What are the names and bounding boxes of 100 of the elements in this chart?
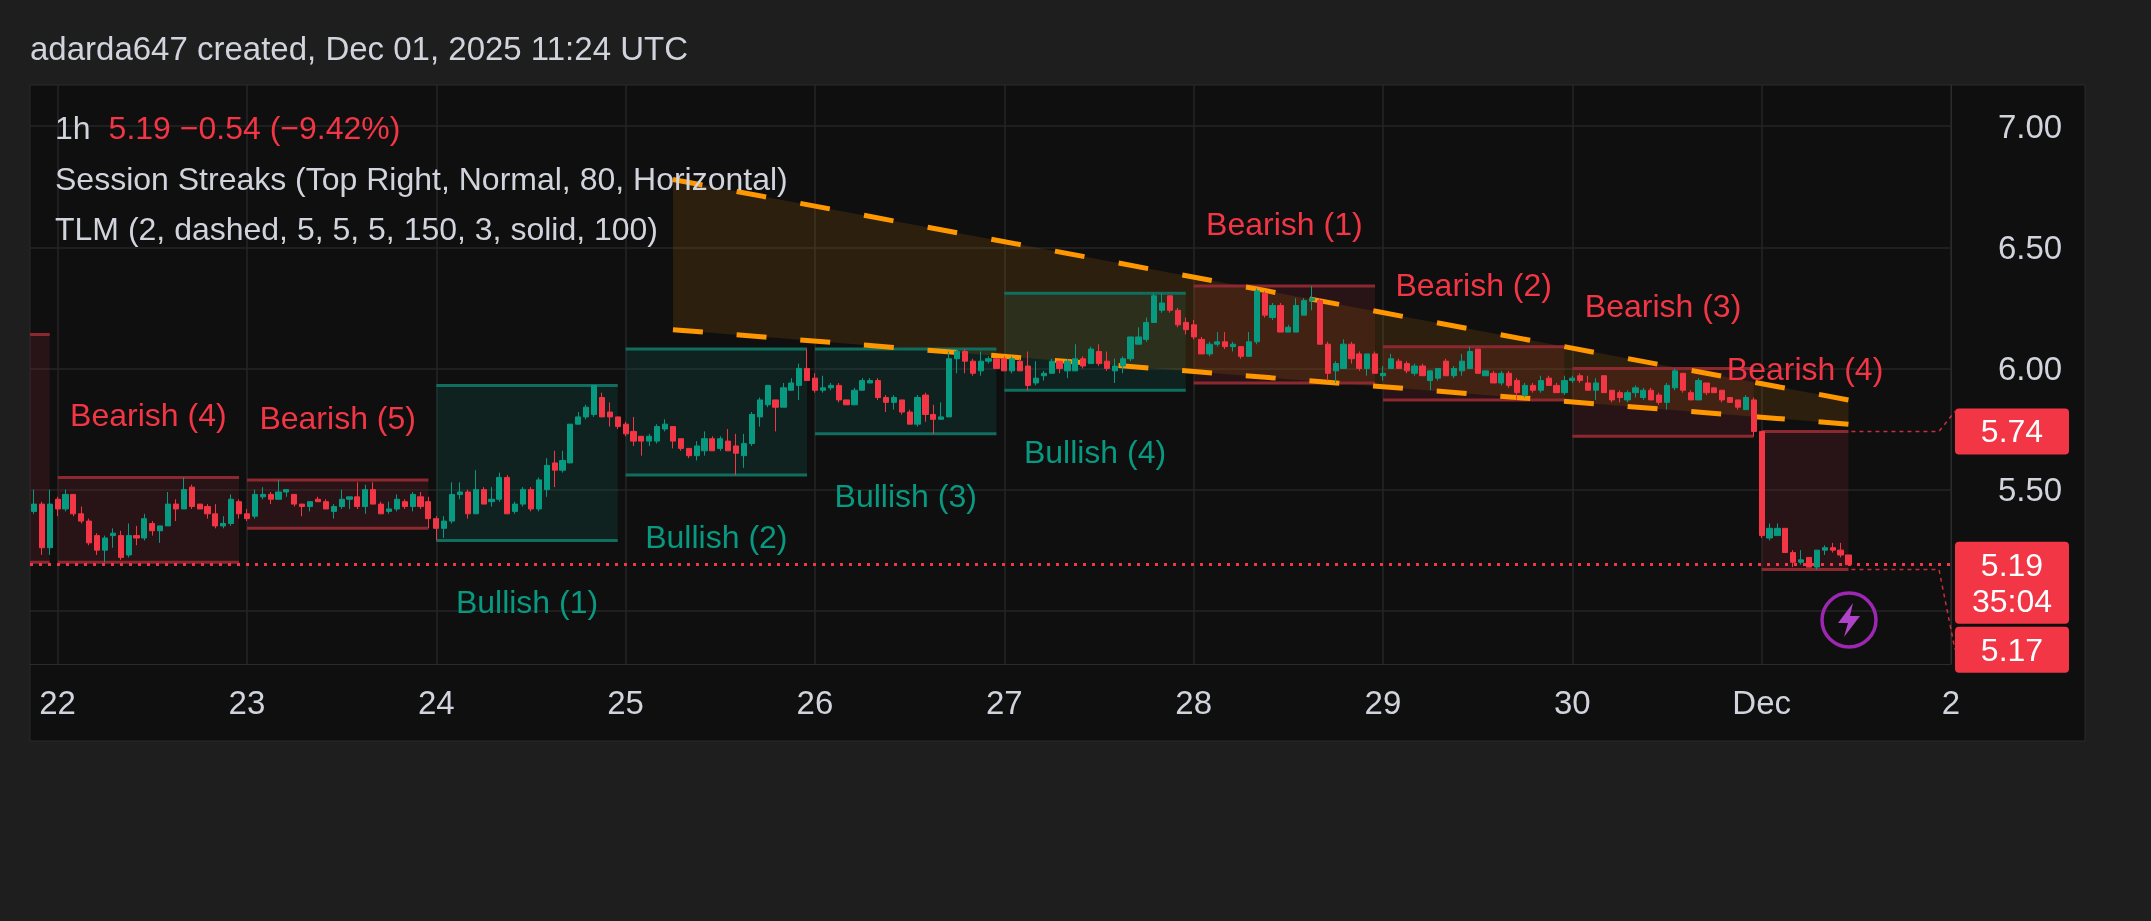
- candlestick: [1293, 297, 1299, 333]
- candlestick: [1262, 290, 1268, 319]
- candlestick: [1238, 346, 1244, 360]
- y-tick-label: 7.00: [1997, 107, 2063, 145]
- candlestick: [1822, 544, 1828, 556]
- candlestick: [1475, 348, 1481, 374]
- candlestick: [1088, 346, 1094, 365]
- candlestick: [157, 525, 163, 544]
- candlestick: [820, 375, 826, 394]
- candlestick: [1759, 430, 1765, 539]
- candlestick: [544, 457, 550, 498]
- candlestick: [39, 501, 45, 556]
- candlestick: [1104, 350, 1110, 372]
- y-tick-label: 6.50: [1997, 228, 2063, 266]
- candlestick: [433, 515, 439, 541]
- candlestick: [1782, 527, 1788, 554]
- candlestick: [1254, 288, 1260, 345]
- candlestick: [473, 469, 479, 515]
- candlestick: [954, 348, 960, 374]
- annotation: TLM (2, dashed, 5, 5, 5, 150, 3, solid, 100): [55, 211, 659, 247]
- x-tick-label: 2: [1941, 684, 1961, 721]
- candlestick: [55, 496, 61, 517]
- candlestick: [1798, 549, 1804, 566]
- candlestick: [1419, 363, 1426, 377]
- candlestick: [1167, 295, 1173, 314]
- candlestick: [331, 503, 337, 520]
- candlestick: [520, 486, 526, 508]
- candlestick: [1175, 307, 1181, 328]
- candlestick: [1751, 397, 1757, 437]
- annotation: 5.74: [1980, 413, 2044, 450]
- candlestick: [583, 404, 589, 420]
- annotation: 5.17: [1980, 631, 2044, 668]
- candlestick: [457, 481, 463, 500]
- candlestick: [118, 530, 124, 561]
- candlestick: [552, 450, 558, 488]
- candlestick: [1609, 389, 1615, 403]
- candlestick: [1404, 360, 1410, 374]
- candlestick: [268, 491, 274, 505]
- candlestick: [449, 481, 455, 524]
- candlestick: [662, 418, 668, 432]
- candlestick: [394, 493, 400, 512]
- candlestick: [102, 535, 108, 563]
- candlestick: [220, 515, 226, 529]
- x-tick-label: 27: [985, 684, 1023, 721]
- candlestick: [1364, 353, 1370, 377]
- x-tick-label: Dec: [1732, 684, 1792, 721]
- candlestick: [1277, 302, 1284, 333]
- candlestick: [804, 348, 810, 382]
- candlestick: [1411, 363, 1418, 377]
- candlestick: [741, 433, 747, 469]
- candlestick: [914, 394, 921, 428]
- candlestick: [1538, 375, 1544, 394]
- candlestick: [441, 515, 447, 539]
- candlestick: [86, 518, 92, 546]
- candlestick: [47, 489, 53, 556]
- candlestick: [323, 498, 329, 510]
- candlestick: [670, 426, 676, 449]
- x-tick-label: 28: [1175, 684, 1212, 721]
- candlestick: [1183, 317, 1189, 336]
- candlestick: [1451, 365, 1457, 379]
- candlestick: [828, 382, 834, 391]
- candlestick: [1490, 370, 1497, 384]
- annotation: Bullish (3): [834, 477, 977, 514]
- candlestick: [1230, 341, 1236, 352]
- candlestick: [599, 392, 605, 418]
- candlestick: [1096, 343, 1102, 367]
- candlestick: [173, 498, 179, 522]
- candlestick: [1033, 360, 1039, 386]
- y-tick-label: 6.00: [1997, 349, 2063, 387]
- candlestick: [1301, 297, 1307, 316]
- candlestick: [149, 520, 155, 537]
- candlestick: [1427, 370, 1433, 391]
- candlestick: [126, 522, 132, 558]
- candlestick: [299, 503, 305, 517]
- candlestick: [291, 493, 297, 508]
- candlestick: [386, 501, 392, 515]
- candlestick: [1672, 367, 1678, 391]
- x-tick-label: 24: [417, 684, 455, 721]
- candlestick: [1727, 397, 1733, 403]
- candlestick: [1680, 372, 1686, 394]
- candlestick: [110, 527, 116, 549]
- candlestick: [252, 489, 258, 520]
- annotation: Bearish (5): [259, 399, 416, 436]
- candlestick: [733, 433, 739, 476]
- candlestick: [1443, 358, 1449, 377]
- x-tick-label: 29: [1364, 684, 1402, 721]
- candlestick: [512, 501, 518, 515]
- candlestick: [875, 377, 881, 401]
- candlestick: [1372, 350, 1378, 374]
- candlestick: [1191, 319, 1197, 340]
- candlestick: [962, 348, 968, 374]
- candlestick: [62, 489, 69, 512]
- candlestick: [1695, 377, 1702, 401]
- candlestick: [1041, 370, 1047, 382]
- candlestick: [141, 513, 147, 541]
- annotation: Bearish (3): [1584, 288, 1742, 325]
- candlestick: [31, 489, 37, 515]
- candlestick: [678, 438, 684, 452]
- candlestick: [938, 401, 944, 420]
- candlestick: [78, 506, 84, 524]
